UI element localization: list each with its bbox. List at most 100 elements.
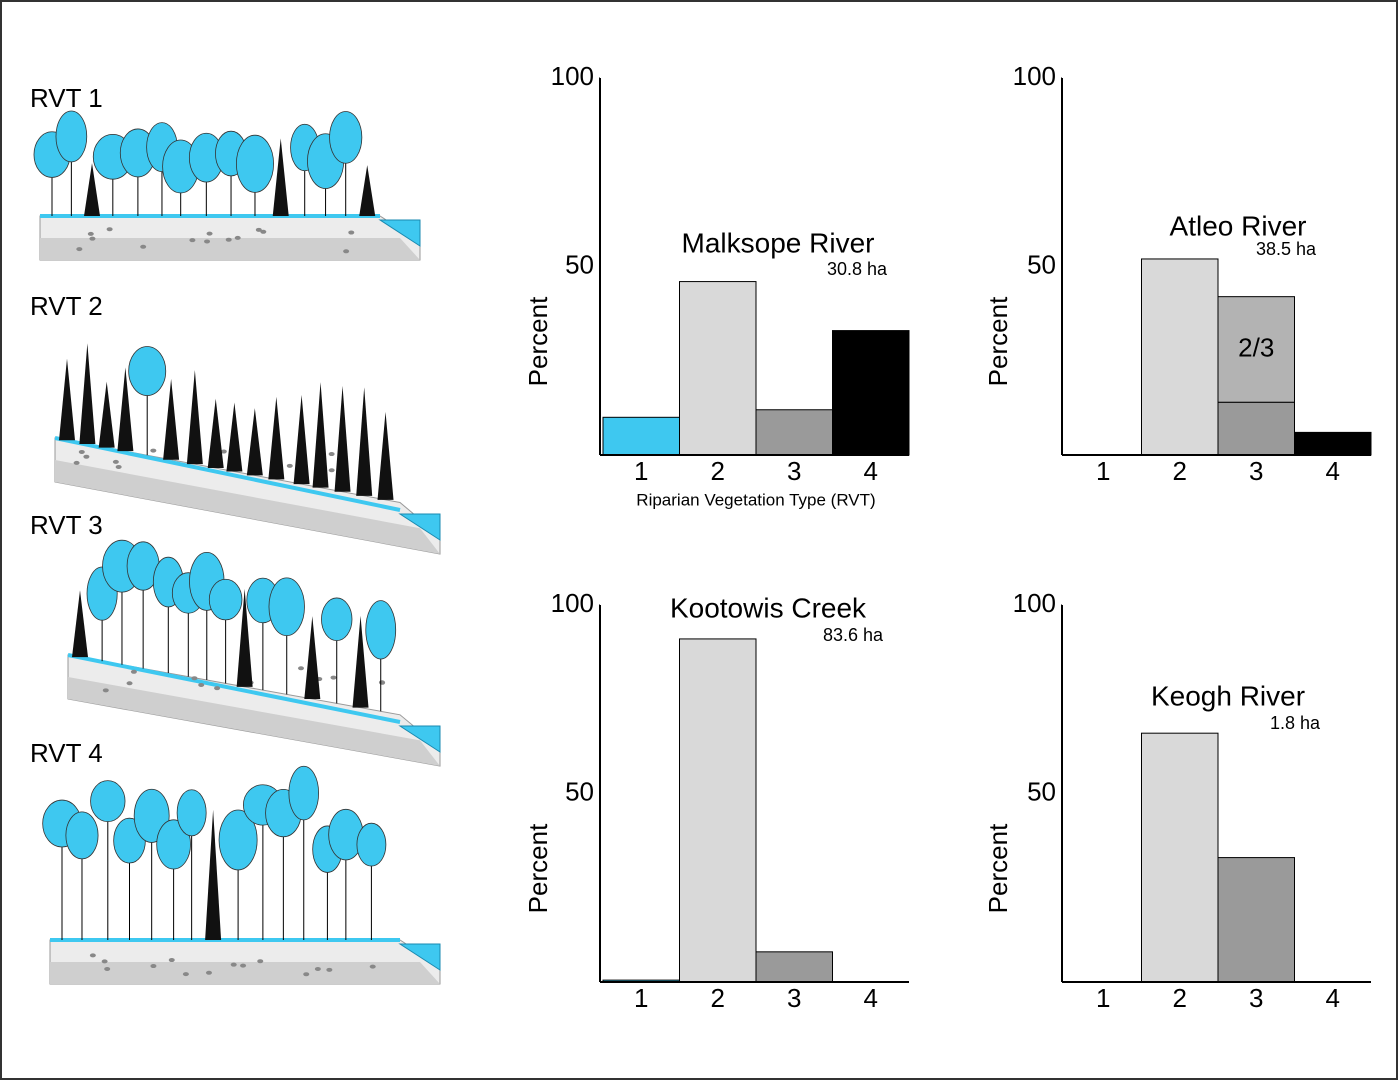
y-tick-label: 100 — [1013, 588, 1056, 618]
pebble — [370, 965, 376, 969]
pebble — [240, 964, 246, 968]
chart-title: Kootowis Creek — [670, 592, 867, 623]
pebble — [331, 676, 337, 680]
x-tick-label: 3 — [1249, 456, 1263, 486]
pebble — [379, 681, 385, 685]
pebble — [183, 972, 189, 976]
deciduous-crown — [209, 579, 242, 620]
y-tick-label: 50 — [565, 249, 594, 279]
y-tick-label: 100 — [551, 588, 594, 618]
pebble — [260, 230, 266, 234]
illustration-label: RVT 4 — [30, 738, 103, 768]
chart-subtitle: 38.5 ha — [1256, 239, 1317, 259]
deciduous-crown — [357, 823, 386, 866]
pebble — [298, 666, 304, 670]
pebble — [303, 972, 309, 976]
deciduous-crown — [321, 598, 352, 641]
deciduous-crown — [366, 601, 396, 659]
pebble — [79, 450, 85, 454]
bar — [756, 410, 833, 455]
x-tick-label: 4 — [1326, 983, 1340, 1013]
x-tick-label: 1 — [1096, 983, 1110, 1013]
pebble — [107, 227, 113, 231]
bar — [1295, 432, 1372, 455]
pebble — [83, 455, 89, 459]
chart-subtitle: 1.8 ha — [1270, 713, 1321, 733]
pebble — [131, 670, 137, 674]
bar — [756, 952, 833, 982]
deciduous-crown — [56, 111, 87, 162]
x-axis-label: Riparian Vegetation Type (RVT) — [636, 490, 875, 509]
pebble — [198, 683, 204, 687]
y-tick-label: 100 — [551, 61, 594, 91]
x-tick-label: 3 — [787, 983, 801, 1013]
pebble — [127, 681, 133, 685]
pebble — [204, 239, 210, 243]
bar — [680, 639, 757, 982]
pebble — [257, 959, 263, 963]
x-tick-label: 2 — [711, 983, 725, 1013]
pebble — [113, 460, 119, 464]
pebble — [214, 686, 220, 690]
pebble — [90, 953, 96, 957]
x-tick-label: 3 — [1249, 983, 1263, 1013]
y-axis-label: Percent — [983, 823, 1013, 913]
x-tick-label: 2 — [1173, 983, 1187, 1013]
pebble — [326, 968, 332, 972]
pebble — [348, 231, 354, 235]
y-tick-label: 100 — [1013, 61, 1056, 91]
chart-title: Keogh River — [1151, 680, 1305, 711]
deciduous-crown — [289, 766, 319, 820]
pebble — [207, 232, 213, 236]
deciduous-crown — [66, 812, 98, 859]
pebble — [329, 468, 335, 472]
deciduous-crown — [177, 790, 206, 836]
illustration-label: RVT 2 — [30, 291, 103, 321]
bar — [1142, 259, 1219, 455]
x-tick-label: 3 — [787, 456, 801, 486]
chart-subtitle: 30.8 ha — [827, 259, 888, 279]
bar — [603, 417, 680, 455]
pebble — [89, 237, 95, 241]
pebble — [343, 249, 349, 253]
pebble — [74, 461, 80, 465]
pebble — [235, 236, 241, 240]
bar — [1142, 733, 1219, 982]
pebble — [287, 464, 293, 468]
pebble — [206, 971, 212, 975]
page: RVT 1 RVT 2 RVT 3 RVT 4 1 2 3 4 50 100 Malksope Ri… — [0, 0, 1398, 1080]
pebble — [104, 967, 110, 971]
pebble — [226, 238, 232, 242]
illustration-label: RVT 3 — [30, 510, 103, 540]
pebble — [76, 247, 82, 251]
y-axis-label: Percent — [983, 296, 1013, 386]
pebble — [169, 958, 175, 962]
x-tick-label: 1 — [634, 456, 648, 486]
illustration-label: RVT 1 — [30, 83, 103, 113]
y-axis-label: Percent — [523, 823, 553, 913]
pebble — [231, 963, 237, 967]
y-tick-label: 50 — [565, 776, 594, 806]
y-tick-label: 50 — [1027, 249, 1056, 279]
y-axis-label: Percent — [523, 296, 553, 386]
bar — [1218, 402, 1295, 455]
pebble — [191, 676, 197, 680]
bar — [1218, 858, 1295, 982]
x-tick-label: 1 — [1096, 456, 1110, 486]
x-tick-label: 4 — [864, 983, 878, 1013]
deciduous-crown — [91, 781, 125, 822]
x-tick-label: 1 — [634, 983, 648, 1013]
pebble — [150, 964, 156, 968]
figure: RVT 1 RVT 2 RVT 3 RVT 4 1 2 3 4 50 100 Malksope Ri… — [0, 0, 1398, 1080]
pebble — [88, 232, 94, 236]
pebble — [329, 452, 335, 456]
deciduous-crown — [129, 346, 166, 395]
stack-label: 2/3 — [1238, 332, 1274, 362]
x-tick-label: 2 — [1173, 456, 1187, 486]
x-tick-label: 4 — [1326, 456, 1340, 486]
bar — [833, 331, 910, 455]
pebble — [103, 688, 109, 692]
chart-title: Malksope River — [682, 227, 875, 258]
x-tick-label: 2 — [711, 456, 725, 486]
pebble — [150, 449, 156, 453]
